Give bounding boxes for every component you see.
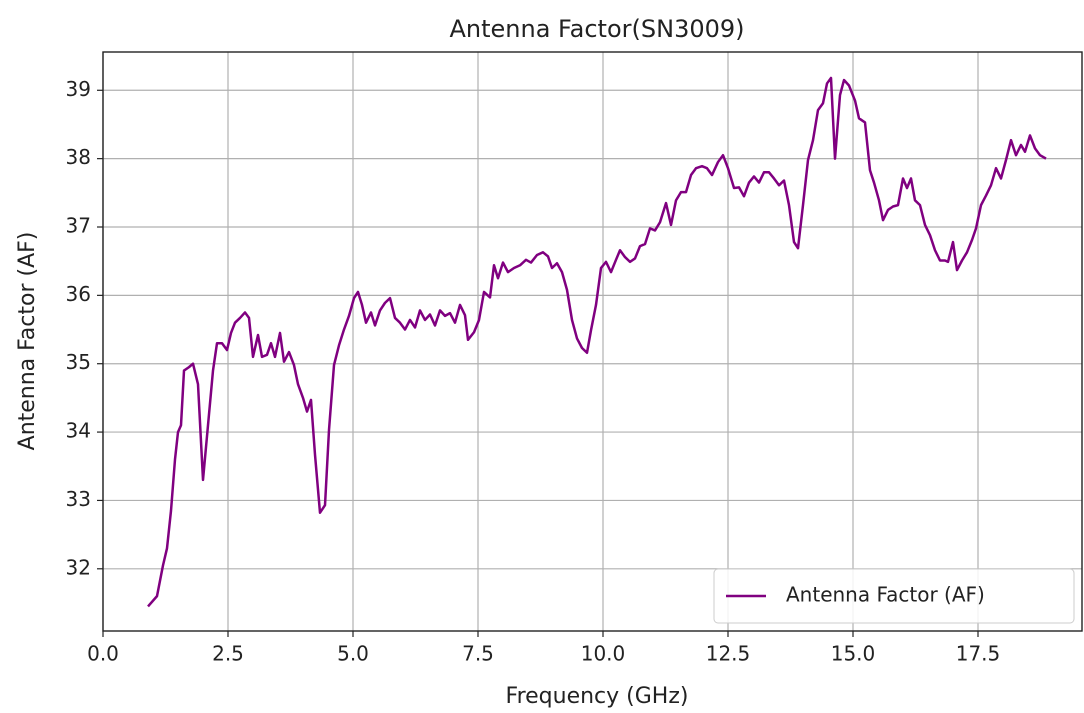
y-axis-label: Antenna Factor (AF)	[15, 232, 40, 451]
y-tick-label: 35	[66, 350, 91, 374]
plot-frame	[102, 51, 1083, 632]
x-tick-label: 7.5	[462, 642, 494, 666]
y-tick-label: 32	[66, 555, 91, 579]
y-tick-label: 38	[66, 145, 91, 169]
y-tick-label: 33	[66, 487, 91, 511]
x-tick-label: 5.0	[337, 642, 369, 666]
x-tick-label: 0.0	[87, 642, 119, 666]
legend-label: Antenna Factor (AF)	[786, 583, 985, 607]
x-tick-label: 12.5	[706, 642, 751, 666]
data-line	[147, 76, 1047, 608]
x-tick-label: 15.0	[831, 642, 876, 666]
x-tick-label: 17.5	[956, 642, 1001, 666]
x-tick-label: 2.5	[212, 642, 244, 666]
y-tick-label: 37	[66, 213, 91, 237]
y-tick-label: 36	[66, 282, 91, 306]
legend-box	[713, 568, 1075, 624]
y-tick-label: 39	[66, 77, 91, 101]
x-axis-label: Frequency (GHz)	[506, 684, 689, 709]
x-tick-label: 10.0	[581, 642, 626, 666]
chart-title: Antenna Factor(SN3009)	[449, 15, 744, 43]
y-tick-label: 34	[66, 419, 91, 443]
